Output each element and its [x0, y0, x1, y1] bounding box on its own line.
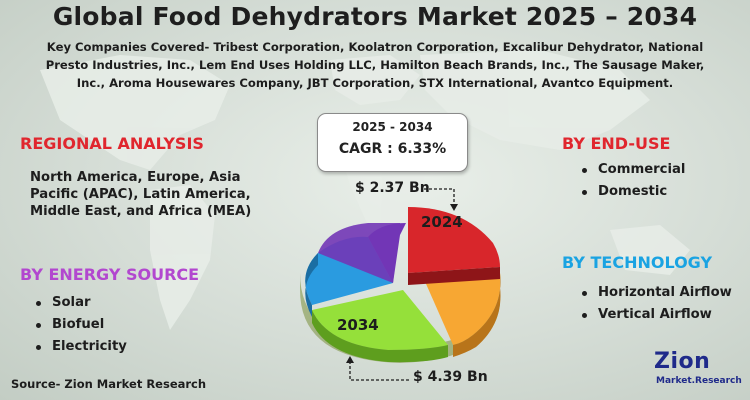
zion-logo: Zion Market.Research — [648, 349, 742, 395]
regional-analysis-text: North America, Europe, Asia Pacific (APA… — [30, 170, 252, 219]
pie-slice-red — [408, 207, 500, 273]
source-credit: Source- Zion Market Research — [11, 377, 207, 391]
end-use-list: Commercial Domestic — [578, 159, 685, 203]
pie-slice-green — [312, 290, 448, 350]
market-pie-graphic — [300, 207, 501, 363]
technology-heading: BY TECHNOLOGY — [562, 253, 713, 272]
pie-label-start-year: 2024 — [421, 213, 463, 231]
key-companies-text: Key Companies Covered- Tribest Corporati… — [45, 40, 705, 90]
market-value-start: $ 2.37 Bn — [355, 180, 430, 196]
logo-subtitle: Market.Research — [656, 376, 742, 386]
cagr-highlight-box: 2025 - 2034 CAGR : 6.33% — [317, 113, 468, 172]
forecast-period: 2025 - 2034 — [352, 120, 433, 134]
energy-source-list: Solar Biofuel Electricity — [32, 292, 127, 358]
market-value-end: $ 4.39 Bn — [413, 369, 488, 385]
regional-analysis-heading: REGIONAL ANALYSIS — [20, 134, 204, 153]
list-item: Biofuel — [32, 314, 127, 336]
page-title: Global Food Dehydrators Market 2025 – 20… — [52, 2, 698, 31]
technology-list: Horizontal Airflow Vertical Airflow — [578, 282, 732, 326]
list-item: Horizontal Airflow — [578, 282, 732, 304]
list-item: Vertical Airflow — [578, 304, 732, 326]
pie-slice-purple-outer — [318, 223, 400, 283]
logo-name: Zion — [654, 349, 711, 374]
pie-label-end-year: 2034 — [337, 316, 379, 334]
list-item: Domestic — [578, 181, 685, 203]
energy-source-heading: BY ENERGY SOURCE — [20, 265, 200, 284]
cagr-value: CAGR : 6.33% — [338, 141, 447, 157]
list-item: Electricity — [32, 336, 127, 358]
list-item: Commercial — [578, 159, 685, 181]
list-item: Solar — [32, 292, 127, 314]
pie-slice-orange — [423, 273, 501, 345]
end-use-heading: BY END-USE — [562, 134, 671, 153]
